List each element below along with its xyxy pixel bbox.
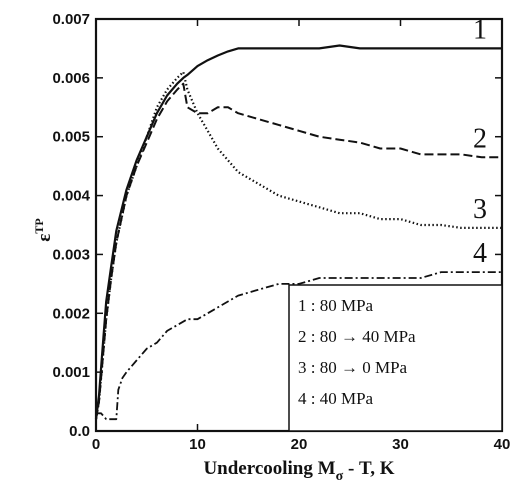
y-tick-label: 0.005 xyxy=(52,129,90,146)
curve-label-2: 2 xyxy=(473,123,487,154)
y-axis-ticks: 0.0 0.001 0.002 0.003 0.004 0.005 0.006 0.007 xyxy=(52,11,502,440)
x-tick-label: 40 xyxy=(494,436,511,453)
legend-box xyxy=(288,284,503,432)
curve-2 xyxy=(95,82,502,420)
y-axis-symbol: ε xyxy=(34,234,55,242)
x-tick-label: 30 xyxy=(392,436,409,453)
y-tick-label: 0.006 xyxy=(52,70,90,87)
legend-entry-1: 1 : 80 MPa xyxy=(298,296,374,315)
x-axis-title: Undercooling Mσ - T, K xyxy=(203,458,394,482)
x-axis-title-subscript: σ xyxy=(336,469,344,482)
y-tick-label: 0.001 xyxy=(52,364,90,381)
legend-entry-4: 4 : 40 MPa xyxy=(298,389,374,408)
plot-curves xyxy=(94,44,502,421)
legend-entry-2: 2 : 80 → 40 MPa xyxy=(298,327,416,346)
curve-label-3: 3 xyxy=(473,194,487,225)
curve-label-4: 4 xyxy=(473,238,487,269)
curve-label-1: 1 xyxy=(473,14,487,45)
y-tick-label: 0.004 xyxy=(52,188,90,205)
x-axis-title-suffix: - T, K xyxy=(343,458,395,479)
curve-labels: 1 2 3 4 xyxy=(473,14,487,269)
y-tick-label: 0.002 xyxy=(52,305,90,322)
x-axis-ticks: 0 10 20 30 40 xyxy=(92,19,511,453)
x-tick-label: 0 xyxy=(92,436,100,453)
curve-4 xyxy=(96,271,502,421)
y-tick-label: 0.0 xyxy=(69,423,90,440)
y-axis-title: εTP xyxy=(32,218,55,241)
legend: 1 : 80 MPa 2 : 80 → 40 MPa 3 : 80 → 0 MP… xyxy=(288,284,503,432)
x-tick-label: 20 xyxy=(291,436,308,453)
y-tick-label: 0.007 xyxy=(52,11,90,28)
y-axis-superscript: TP xyxy=(32,218,46,233)
curve-1 xyxy=(94,44,502,420)
legend-entry-3: 3 : 80 → 0 MPa xyxy=(298,358,408,377)
x-axis-title-main: Undercooling M xyxy=(203,458,335,479)
x-tick-label: 10 xyxy=(189,436,206,453)
y-tick-label: 0.003 xyxy=(52,246,90,263)
svg-text:εTP: εTP xyxy=(32,218,55,241)
